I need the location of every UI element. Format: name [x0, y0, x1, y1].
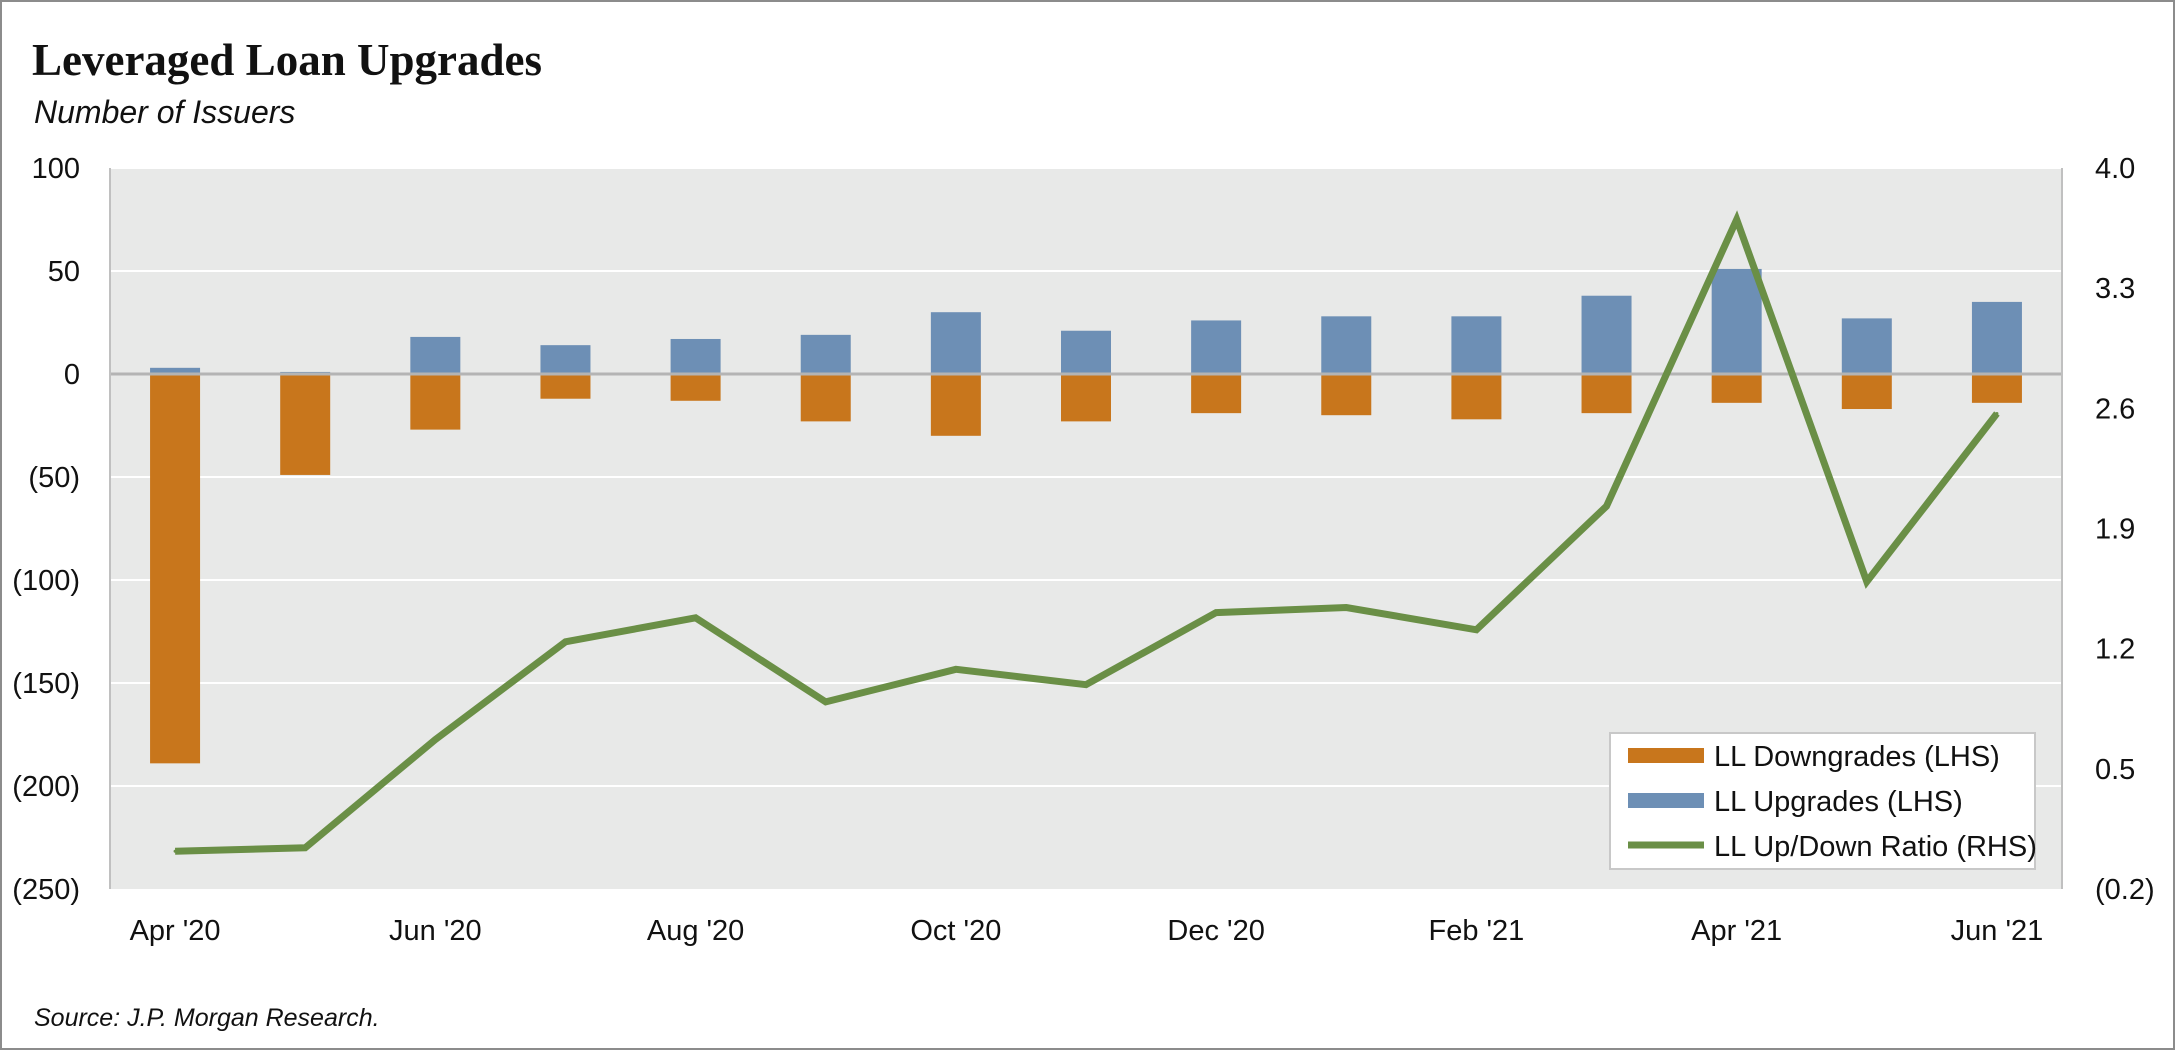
- downgrade-bar: [1191, 374, 1242, 414]
- legend: LL Downgrades (LHS) LL Upgrades (LHS) LL U…: [1609, 732, 2037, 870]
- left-tick-label: 0: [64, 359, 80, 391]
- ratio-point: [1344, 605, 1348, 609]
- upgrade-bar: [410, 336, 461, 374]
- ratio-point: [1474, 628, 1478, 632]
- legend-label: LL Upgrades (LHS): [1714, 786, 1963, 818]
- x-tick-label: Oct '20: [910, 915, 1001, 947]
- downgrade-bar: [1841, 374, 1892, 410]
- left-tick-label: (50): [28, 462, 80, 494]
- downgrade-bar: [280, 374, 331, 475]
- x-tick-label: Jun '21: [1951, 915, 2044, 947]
- downgrade-bar: [1321, 374, 1372, 416]
- downgrade-bar: [1711, 374, 1762, 403]
- upgrade-bar: [800, 334, 851, 374]
- downgrade-bar: [930, 374, 981, 436]
- bars: [150, 268, 2022, 764]
- downgrade-bar: [1581, 374, 1632, 414]
- downgrade-bar: [800, 374, 851, 422]
- right-tick-label: 3.3: [2095, 273, 2135, 305]
- x-tick-label: Feb '21: [1428, 915, 1524, 947]
- x-tick-label: Apr '20: [130, 915, 221, 947]
- upgrade-bar: [1451, 316, 1502, 374]
- ratio-point: [824, 700, 828, 704]
- ratio-point: [1995, 411, 1999, 415]
- x-tick-label: Jun '20: [389, 915, 482, 947]
- ratio-point: [1214, 611, 1218, 615]
- x-axis: Apr '20 Jun '20 Aug '20 Oct '20 Dec '20 Feb '…: [130, 915, 2044, 947]
- ratio-point: [433, 738, 437, 742]
- left-tick-label: 50: [48, 256, 80, 288]
- upgrade-bar: [670, 338, 721, 374]
- x-tick-label: Aug '20: [647, 915, 744, 947]
- x-tick-label: Apr '21: [1691, 915, 1782, 947]
- upgrade-bar: [1581, 295, 1632, 374]
- left-axis: 100 50 0 (50) (100) (150) (200) (250): [12, 153, 111, 906]
- upgrade-bar: [1971, 301, 2022, 374]
- source-note: Source: J.P. Morgan Research.: [34, 1004, 380, 1032]
- x-tick-label: Dec '20: [1167, 915, 1264, 947]
- ratio-point: [563, 640, 567, 644]
- ratio-point: [303, 846, 307, 850]
- upgrade-bar: [1061, 330, 1111, 374]
- upgrade-bar: [1711, 268, 1762, 374]
- upgrade-bar: [1841, 318, 1892, 374]
- downgrade-bar: [540, 374, 591, 399]
- left-tick-label: 100: [32, 153, 80, 185]
- downgrade-bar: [410, 374, 461, 430]
- right-tick-label: 4.0: [2095, 153, 2135, 185]
- chart-subtitle: Number of Issuers: [34, 94, 296, 130]
- right-tick-label: 2.6: [2095, 393, 2135, 425]
- left-tick-label: (150): [12, 668, 80, 700]
- downgrade-bar: [1971, 374, 2022, 403]
- legend-swatch-downgrades: [1628, 748, 1704, 763]
- right-tick-label: 0.5: [2095, 754, 2135, 786]
- ratio-point: [954, 667, 958, 671]
- right-tick-label: 1.9: [2095, 514, 2135, 546]
- chart-title: Leveraged Loan Upgrades: [32, 35, 542, 85]
- legend-label: LL Up/Down Ratio (RHS): [1714, 831, 2037, 863]
- legend-label: LL Downgrades (LHS): [1714, 741, 2000, 773]
- upgrade-bar: [1321, 316, 1372, 374]
- right-axis: 4.0 3.3 2.6 1.9 1.2 0.5 (0.2): [2061, 153, 2155, 906]
- legend-swatch-upgrades: [1628, 793, 1704, 808]
- downgrade-bar: [1061, 374, 1111, 422]
- downgrade-bar: [670, 374, 721, 401]
- ratio-point: [1084, 683, 1088, 687]
- ratio-point: [1605, 504, 1609, 508]
- downgrade-bar: [150, 374, 201, 764]
- ratio-point: [173, 849, 177, 853]
- upgrade-bar: [540, 345, 591, 374]
- ratio-point: [694, 616, 698, 620]
- ratio-point: [1865, 580, 1869, 584]
- ratio-line: [173, 210, 2000, 855]
- upgrade-bar: [930, 312, 981, 374]
- ratio-point: [1735, 218, 1739, 221]
- downgrade-bar: [1451, 374, 1502, 420]
- right-tick-label: 1.2: [2095, 634, 2135, 666]
- upgrade-bar: [1191, 320, 1242, 374]
- right-tick-label: (0.2): [2095, 874, 2155, 906]
- left-tick-label: (200): [12, 771, 80, 803]
- upgrade-bar: [150, 367, 201, 374]
- left-tick-label: (250): [12, 874, 80, 906]
- left-tick-label: (100): [12, 565, 80, 597]
